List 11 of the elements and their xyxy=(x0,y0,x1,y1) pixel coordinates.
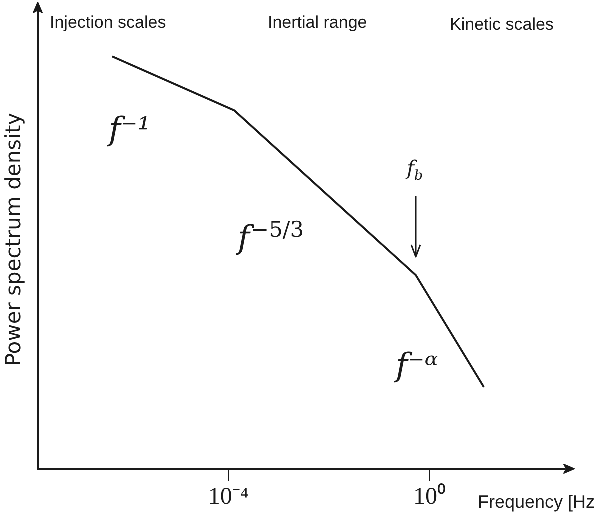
y-axis-title: Power spectrum density xyxy=(2,112,26,366)
annotation: f⁻ᵅ xyxy=(396,346,438,384)
annotation: f$^{−5/3}$ xyxy=(238,218,304,257)
annotation: f⁻¹ xyxy=(109,110,151,148)
text: Inertial range xyxy=(268,13,368,32)
text: Injection scales xyxy=(50,13,166,32)
text: Kinetic scales xyxy=(450,15,554,34)
annotation: f$_{b}$ xyxy=(407,156,424,184)
x-axis-title: Frequency [Hz xyxy=(478,492,595,512)
x-tick-label: 10⁰ xyxy=(413,483,446,510)
x-tick-label: 10⁻⁴ xyxy=(208,484,249,510)
